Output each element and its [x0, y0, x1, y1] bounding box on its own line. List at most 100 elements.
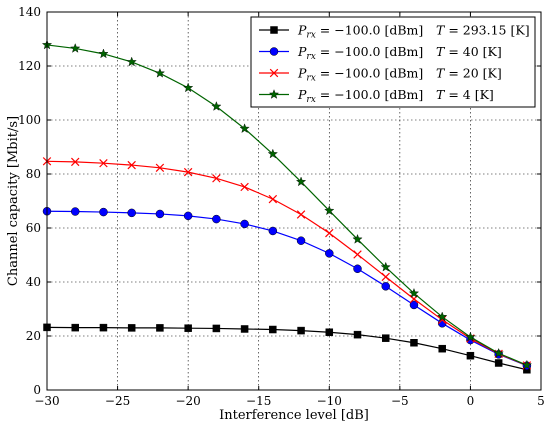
legend-label-temperature: T = 293.15 [K]	[436, 23, 530, 38]
y-tick-label: 20	[26, 329, 41, 343]
data-point	[493, 347, 504, 358]
data-point	[269, 325, 277, 334]
data-point	[494, 359, 503, 367]
data-point	[466, 351, 475, 360]
y-tick-label: 40	[26, 275, 41, 289]
data-point	[212, 174, 221, 183]
x-tick-label: −10	[317, 394, 342, 408]
legend-label-temperature: T = 4 [K]	[436, 87, 494, 102]
data-point	[437, 315, 447, 325]
data-point	[183, 211, 193, 221]
data-point	[296, 210, 306, 219]
legend-marker	[269, 68, 279, 78]
data-point	[154, 67, 166, 78]
legend-marker	[269, 47, 279, 56]
y-tick-label: 140	[18, 5, 41, 19]
x-tick-label: −25	[105, 394, 130, 408]
data-point	[212, 324, 221, 333]
data-point	[70, 207, 80, 216]
y-tick-label: 80	[26, 167, 41, 181]
data-point	[239, 123, 250, 133]
x-tick-label: 0	[467, 394, 475, 408]
legend-entry: Prx = −100.0 [dBm] T = 293.15 [K]	[259, 23, 530, 41]
series-3	[41, 39, 532, 370]
data-point	[268, 226, 278, 236]
y-tick-label: 60	[26, 221, 41, 235]
legend-marker	[270, 26, 278, 34]
data-point	[99, 323, 108, 332]
legend-label-temperature: T = 20 [K]	[436, 66, 502, 81]
data-point	[410, 339, 418, 347]
x-tick-label: −15	[246, 394, 271, 408]
data-point	[465, 331, 476, 342]
data-point	[325, 228, 334, 238]
data-point	[127, 208, 136, 218]
axis-ticks	[46, 11, 542, 391]
tick-labels: −30 −25 −20 −15 −10 −5 0 5 0 20 40 60 80 100 120 140	[18, 5, 545, 408]
data-point	[408, 287, 420, 298]
data-point	[353, 330, 362, 339]
data-point	[325, 249, 334, 258]
legend-entry: Prx = −100.0 [dBm] T = 4 [K]	[259, 87, 494, 105]
data-point	[183, 167, 193, 177]
legend-label-power: Prx = −100.0 [dBm]	[297, 44, 423, 62]
legend-label-power: Prx = −100.0 [dBm]	[297, 87, 423, 105]
series-layer	[41, 39, 532, 374]
x-tick-label: −5	[391, 394, 409, 408]
data-point	[295, 176, 307, 187]
legend-label-power: Prx = −100.0 [dBm]	[297, 23, 423, 41]
data-point	[98, 48, 109, 59]
data-point	[437, 311, 448, 322]
legend: Prx = −100.0 [dBm] T = 293.15 [K]Prx = −1…	[250, 16, 536, 108]
series-line	[46, 210, 528, 367]
plot-frame	[46, 11, 542, 391]
series-1	[42, 207, 532, 370]
data-point	[99, 158, 108, 168]
data-point	[296, 236, 306, 245]
data-point	[184, 324, 192, 332]
x-tick-label: −20	[175, 394, 200, 408]
x-tick-label: 5	[537, 394, 545, 408]
y-tick-label: 120	[18, 59, 41, 73]
data-point	[183, 82, 194, 93]
data-point	[156, 324, 164, 332]
data-point	[353, 250, 362, 259]
data-point	[212, 214, 221, 224]
legend-label-power: Prx = −100.0 [dBm]	[297, 66, 423, 84]
data-point	[127, 160, 136, 170]
x-axis-label: Interference level [dB]	[219, 408, 369, 423]
data-point	[155, 163, 165, 173]
data-point	[409, 300, 419, 310]
grid-lines	[47, 12, 541, 390]
data-point	[126, 56, 137, 67]
data-point	[297, 326, 305, 335]
series-line	[46, 326, 528, 371]
data-point	[155, 209, 165, 219]
data-point	[325, 328, 334, 336]
data-point	[240, 325, 249, 333]
data-point	[268, 194, 278, 204]
series-2	[42, 157, 532, 370]
data-point	[381, 282, 390, 291]
data-point	[99, 207, 108, 217]
x-tick-label: −30	[34, 394, 59, 408]
data-point	[324, 205, 335, 216]
series-line	[46, 160, 528, 366]
data-point	[381, 272, 390, 282]
y-tick-label: 100	[18, 113, 41, 127]
data-point	[70, 43, 81, 53]
data-point	[267, 148, 278, 159]
data-point	[352, 233, 363, 244]
data-point	[438, 344, 446, 353]
data-point	[71, 157, 80, 167]
legend-entry: Prx = −100.0 [dBm] T = 40 [K]	[259, 44, 502, 62]
data-point	[353, 264, 362, 274]
legend-box	[250, 16, 536, 108]
data-point	[381, 334, 390, 342]
legend-label-temperature: T = 40 [K]	[436, 44, 502, 59]
data-point	[240, 219, 249, 229]
data-point	[127, 324, 136, 332]
data-point	[211, 101, 222, 111]
legend-entry: Prx = −100.0 [dBm] T = 20 [K]	[259, 66, 502, 84]
